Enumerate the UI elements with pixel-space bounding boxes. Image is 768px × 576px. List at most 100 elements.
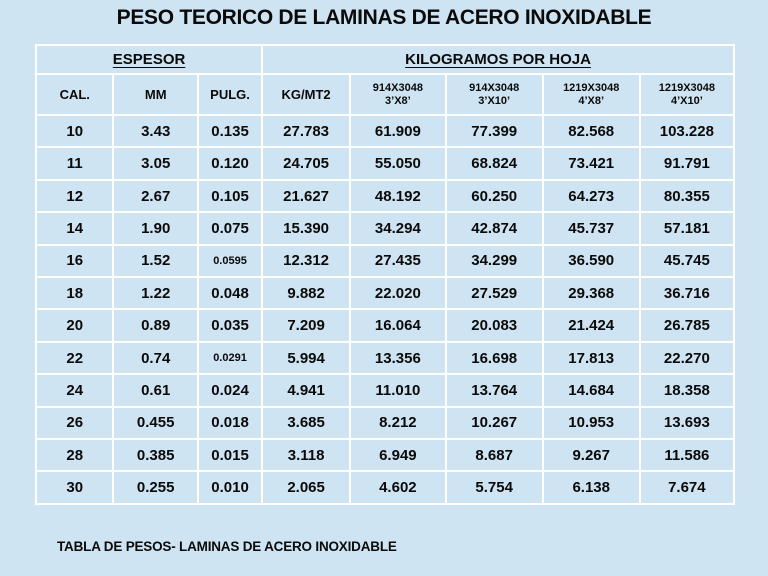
table-cell: 34.294 [349, 211, 447, 246]
column-header-cal: CAL. [34, 73, 115, 116]
column-header-914x3048-3x10: 914X3048 3’X10’ [444, 73, 544, 116]
table-cell: 8.687 [444, 438, 544, 473]
group-header-espesor: ESPESOR [34, 44, 264, 75]
table-cell: 45.745 [638, 243, 736, 279]
column-header-1219x3048-4x10: 1219X3048 4’X10’ [638, 73, 736, 116]
table-cell: 61.909 [349, 113, 447, 149]
group-header-kilogramos: KILOGRAMOS POR HOJA [261, 44, 735, 75]
table-cell: 0.035 [196, 308, 264, 343]
table-row: 30 0.255 0.010 2.065 4.602 5.754 6.138 7.674 [34, 470, 736, 505]
table-cell: 0.135 [196, 113, 264, 149]
table-cell: 6.949 [349, 438, 447, 473]
table-cell: 4.602 [349, 470, 447, 505]
table-cell: 11 [34, 146, 115, 181]
table-cell: 7.209 [261, 308, 352, 343]
table-cell: 20.083 [444, 308, 544, 343]
table-cell: 15.390 [261, 211, 352, 246]
table-cell: 5.994 [261, 340, 352, 376]
table-cell: 8.212 [349, 405, 447, 441]
table-cell: 27.435 [349, 243, 447, 279]
table-cell: 0.010 [196, 470, 264, 505]
table-cell: 36.590 [541, 243, 641, 279]
table-row: 18 1.22 0.048 9.882 22.020 27.529 29.368 36.716 [34, 276, 736, 311]
table-cell: 3.685 [261, 405, 352, 441]
table-cell: 16.698 [444, 340, 544, 376]
column-header-row: CAL. MM PULG. KG/MT2 914X3048 3’X8’ 914X… [34, 73, 736, 116]
table-row: 16 1.52 0.0595 12.312 27.435 34.299 36.590 45.7… [34, 243, 736, 279]
table-row: 11 3.05 0.120 24.705 55.050 68.824 73.421 91.79… [34, 146, 736, 181]
table-cell: 21.627 [261, 178, 352, 214]
footer-caption: TABLA DE PESOS- LAMINAS DE ACERO INOXIDA… [57, 539, 397, 554]
table-row: 26 0.455 0.018 3.685 8.212 10.267 10.953 13.693 [34, 405, 736, 441]
table-cell: 30 [34, 470, 115, 505]
column-header-dim-label: 914X3048 [469, 81, 520, 94]
table-cell: 11.586 [638, 438, 736, 473]
table-cell: 27.783 [261, 113, 352, 149]
table-cell: 12 [34, 178, 115, 214]
table-cell: 26 [34, 405, 115, 441]
table-cell: 14.684 [541, 373, 641, 408]
table-cell: 0.61 [112, 373, 199, 408]
table-cell: 12.312 [261, 243, 352, 279]
table-row: 12 2.67 0.105 21.627 48.192 60.250 64.273 80.35… [34, 178, 736, 214]
table-cell: 13.356 [349, 340, 447, 376]
table-cell: 0.455 [112, 405, 199, 441]
table-cell: 28 [34, 438, 115, 473]
table-cell: 1.90 [112, 211, 199, 246]
table-cell: 48.192 [349, 178, 447, 214]
table-cell: 9.882 [261, 276, 352, 311]
column-header-dim-label: 914X3048 [372, 81, 423, 94]
table-cell: 11.010 [349, 373, 447, 408]
table-cell: 26.785 [638, 308, 736, 343]
table-cell: 17.813 [541, 340, 641, 376]
table-cell: 4.941 [261, 373, 352, 408]
column-header-pulg: PULG. [196, 73, 264, 116]
weights-table: ESPESOR KILOGRAMOS POR HOJA CAL. MM PULG… [34, 44, 736, 505]
table-cell: 6.138 [541, 470, 641, 505]
table-cell: 21.424 [541, 308, 641, 343]
table-cell: 68.824 [444, 146, 544, 181]
column-header-914x3048-3x8: 914X3048 3’X8’ [349, 73, 447, 116]
table-cell: 3.05 [112, 146, 199, 181]
table-cell: 5.754 [444, 470, 544, 505]
table-cell: 80.355 [638, 178, 736, 214]
column-header-feet-label: 3’X8’ [385, 95, 411, 108]
table-cell: 0.255 [112, 470, 199, 505]
table-cell: 0.0291 [196, 340, 264, 376]
column-header-dim-label: 1219X3048 [658, 81, 715, 94]
table-cell: 34.299 [444, 243, 544, 279]
table-cell: 3.43 [112, 113, 199, 149]
table-cell: 13.764 [444, 373, 544, 408]
column-header-feet-label: 4’X10’ [670, 95, 703, 108]
table-cell: 36.716 [638, 276, 736, 311]
table-cell: 22 [34, 340, 115, 376]
table-cell: 42.874 [444, 211, 544, 246]
table-cell: 18.358 [638, 373, 736, 408]
table-cell: 29.368 [541, 276, 641, 311]
column-header-mm: MM [112, 73, 199, 116]
table-cell: 91.791 [638, 146, 736, 181]
table-cell: 22.020 [349, 276, 447, 311]
table-row: 28 0.385 0.015 3.118 6.949 8.687 9.267 11.586 [34, 438, 736, 473]
table-cell: 20 [34, 308, 115, 343]
table-row: 10 3.43 0.135 27.783 61.909 77.399 82.568 103.2… [34, 113, 736, 149]
table-cell: 10.267 [444, 405, 544, 441]
table-cell: 2.065 [261, 470, 352, 505]
table-cell: 18 [34, 276, 115, 311]
table-cell: 13.693 [638, 405, 736, 441]
column-header-dim-label: 1219X3048 [563, 81, 620, 94]
column-header-feet-label: 4’X8’ [578, 95, 605, 108]
table-cell: 0.89 [112, 308, 199, 343]
table-row: 24 0.61 0.024 4.941 11.010 13.764 14.684 18.358 [34, 373, 736, 408]
group-header-espesor-label: ESPESOR [112, 51, 186, 68]
column-header-feet-label: 3’X10’ [478, 95, 511, 108]
table-row: 22 0.74 0.0291 5.994 13.356 16.698 17.813 22.27… [34, 340, 736, 376]
table-cell: 0.048 [196, 276, 264, 311]
table-cell: 0.015 [196, 438, 264, 473]
group-header-row: ESPESOR KILOGRAMOS POR HOJA [34, 44, 735, 75]
table-cell: 82.568 [541, 113, 641, 149]
table-cell: 7.674 [638, 470, 736, 505]
table-cell: 9.267 [541, 438, 641, 473]
table-cell: 10.953 [541, 405, 641, 441]
